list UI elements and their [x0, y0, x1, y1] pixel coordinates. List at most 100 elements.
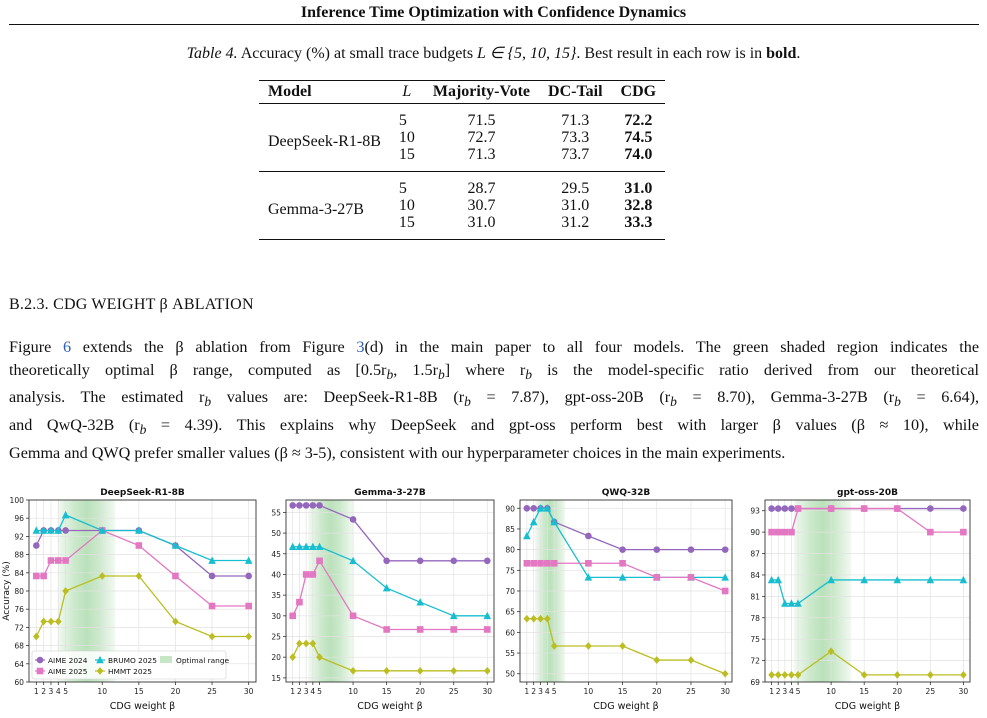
y-tick-label: 78	[750, 614, 760, 623]
data-point	[98, 572, 106, 580]
cell-dc-tail: 73.7	[561, 146, 590, 163]
x-tick-label: 4	[310, 687, 315, 696]
cell-dc-tail: 29.5	[561, 180, 590, 197]
series-line	[35, 575, 249, 638]
data-point	[62, 587, 69, 595]
data-point	[781, 599, 789, 607]
data-point	[208, 572, 216, 580]
series	[289, 639, 491, 675]
x-tick-label: 15	[134, 687, 144, 696]
data-point	[349, 612, 357, 620]
legend-label: HMMT 2025	[108, 667, 152, 676]
y-tick-label: 25	[271, 633, 281, 642]
x-tick-label: 1	[290, 687, 295, 696]
data-point	[483, 611, 492, 620]
figure-ref-link[interactable]: 3	[356, 338, 365, 356]
cell-l: 5	[398, 180, 407, 197]
data-point	[768, 670, 775, 679]
paragraph-text: analysis. The estimated r	[9, 388, 205, 407]
plot-frame	[28, 499, 257, 683]
data-point	[450, 557, 458, 565]
table-caption-bold: bold	[766, 45, 797, 62]
data-point	[774, 528, 782, 536]
series-line	[771, 579, 964, 605]
data-point	[208, 632, 216, 641]
series	[768, 647, 967, 679]
y-tick-label: 50	[505, 670, 515, 679]
data-point	[893, 670, 901, 679]
data-point	[530, 614, 537, 623]
data-point	[245, 572, 252, 580]
data-point	[721, 669, 729, 678]
series	[523, 559, 729, 595]
data-point	[40, 572, 47, 580]
x-tick-label: 15	[382, 687, 392, 696]
y-tick-label: 75	[505, 566, 515, 575]
y-tick-label: 30	[271, 612, 281, 621]
data-point	[171, 541, 180, 549]
data-point	[450, 666, 458, 675]
x-tick-label: 10	[826, 687, 836, 696]
legend-marker	[96, 655, 104, 664]
series-line	[526, 507, 726, 551]
paragraph-text: theoretically optimal β range, computed …	[9, 360, 387, 379]
table-group: DeepSeek-R1-8B 5 71.5 71.3 72.2 10 72.7 73.3 74.…	[259, 104, 666, 172]
y-tick-label: 87	[750, 550, 760, 559]
data-point	[62, 557, 69, 564]
subscript: b	[525, 366, 532, 382]
x-axis-label: CDG weight β	[357, 701, 422, 712]
y-tick-label: 81	[750, 592, 760, 601]
paragraph-line: analysis. The estimated rb values are: D…	[9, 386, 979, 414]
x-tick-label: 5	[63, 687, 68, 696]
x-tick-label: 3	[304, 687, 309, 696]
data-point	[788, 528, 795, 536]
subscript: b	[204, 394, 212, 410]
data-point	[296, 502, 303, 509]
data-point	[483, 666, 491, 675]
figure-ref-link[interactable]: 6	[62, 338, 72, 356]
x-tick-label: 2	[531, 687, 536, 696]
cell-dc-tail: 71.3	[561, 112, 590, 129]
y-tick-label: 55	[505, 649, 515, 658]
x-tick-label: 4	[789, 687, 794, 696]
data-point	[135, 572, 143, 580]
data-point	[536, 504, 545, 512]
series-line	[292, 642, 488, 672]
paragraph-text: = 8.70), Gemma-3-27B (r	[676, 388, 895, 407]
data-point	[295, 542, 304, 551]
x-axis-label: CDG weight β	[835, 701, 900, 712]
cell-majority-vote: 28.7	[467, 180, 496, 197]
data-point	[349, 556, 357, 565]
data-point	[39, 526, 48, 534]
x-tick-label: 15	[859, 687, 869, 696]
y-tick-label: 75	[750, 635, 760, 644]
data-point	[288, 542, 297, 551]
series	[768, 505, 967, 536]
y-tick-label: 40	[271, 570, 281, 579]
data-point	[135, 542, 143, 549]
x-tick-label: 10	[348, 687, 358, 696]
series	[32, 510, 253, 564]
data-point	[768, 505, 775, 512]
series-line	[771, 507, 964, 533]
table-header-row: Model L Majority-Vote DC-Tail CDG	[259, 80, 666, 104]
cell-model: DeepSeek-R1-8B	[268, 133, 381, 150]
data-point	[653, 574, 661, 581]
data-point	[309, 639, 317, 648]
x-tick-label: 30	[244, 687, 254, 696]
col-l: L	[402, 83, 412, 100]
data-point	[550, 517, 558, 526]
data-point	[687, 656, 695, 664]
x-tick-label: 4	[56, 687, 61, 696]
chart-panel: 60 64 68 72 76 80 84 88 92 96 100 1 2 3 4 5 10 15 20 25 30 De…	[2, 488, 257, 712]
data-point	[449, 611, 458, 620]
y-tick-label: 35	[271, 591, 281, 600]
table-caption-tail: . Best result in each row is in	[576, 45, 763, 62]
x-tick-label: 20	[892, 687, 902, 696]
data-point	[98, 526, 107, 534]
y-tick-label: 85	[505, 525, 515, 534]
series	[767, 575, 968, 607]
data-point	[172, 617, 179, 626]
cell-majority-vote: 31.0	[467, 214, 496, 231]
